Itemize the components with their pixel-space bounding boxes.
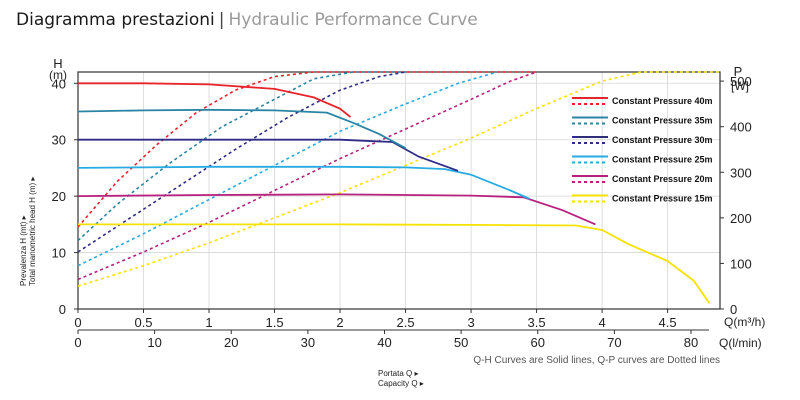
y-label-english: Total manometric head H (m) ▸ <box>28 177 37 286</box>
left-axis-unit: (m) <box>49 68 67 82</box>
qh-curve <box>78 82 352 118</box>
qm3h-tick-label: 3.5 <box>528 315 546 330</box>
qm3h-tick-label: 2.5 <box>397 315 415 330</box>
legend: Constant Pressure 40m Constant Pressure 3… <box>572 96 713 204</box>
legend-entry-label: Constant Pressure 15m <box>612 194 713 204</box>
right-tick-label: 0 <box>730 302 737 317</box>
right-tick-label: 300 <box>730 165 752 180</box>
x-label-italian: Portata Q ▸ <box>378 369 418 378</box>
legend-entry-label: Constant Pressure 30m <box>612 135 713 145</box>
plot-frame <box>77 71 721 310</box>
right-axis-unit: [W] <box>731 79 749 93</box>
lmin-tick-label: 60 <box>531 335 545 350</box>
legend-entry-label: Constant Pressure 20m <box>612 174 713 184</box>
qh-curve <box>77 193 596 226</box>
lmin-tick-label: 40 <box>377 335 391 350</box>
qm3h-tick-label: 1 <box>205 315 212 330</box>
x-label-english: Capacity Q ▸ <box>378 379 424 388</box>
lmin-tick-label: 20 <box>224 335 238 350</box>
title-main: Diagramma prestazioni <box>16 10 215 30</box>
qm3h-tick-label: 0.5 <box>134 315 152 330</box>
qh-curve <box>77 108 407 149</box>
legend-entry-label: Constant Pressure 40m <box>612 96 713 106</box>
lmin-tick-label: 70 <box>607 335 621 350</box>
qm3h-tick-label: 0 <box>74 315 81 330</box>
lmin-tick-label: 10 <box>147 335 161 350</box>
qp-curve <box>77 71 406 242</box>
title-separator: | <box>218 10 225 30</box>
lmin-tick-label: 30 <box>301 335 315 350</box>
left-tick-label: 10 <box>52 246 66 261</box>
title-sub: Hydraulic Performance Curve <box>228 10 478 30</box>
qm3h-tick-label: 3 <box>467 315 474 330</box>
qh-curve <box>77 165 531 200</box>
curve-type-note: Q-H Curves are Solid lines, Q-P curves a… <box>473 355 720 366</box>
right-tick-label: 100 <box>730 256 752 271</box>
right-tick-label: 500 <box>730 74 752 89</box>
chart-heading: Diagramma prestazioni | Hydraulic Performa… <box>16 10 478 30</box>
right-tick-label: 400 <box>730 120 752 135</box>
qp-curve <box>77 71 537 228</box>
legend-entry-label: Constant Pressure 25m <box>612 155 713 165</box>
grid <box>78 72 720 309</box>
qp-curve <box>77 71 537 281</box>
left-tick-label: 30 <box>52 133 66 148</box>
qm3h-tick-label: 2 <box>336 315 343 330</box>
x-bottom-unit: Q(l/min) <box>719 336 762 350</box>
left-tick-label: 20 <box>52 189 66 204</box>
right-tick-label: 200 <box>730 211 752 226</box>
qp-curve <box>77 71 498 267</box>
x-top-unit: Q(m³/h) <box>724 315 765 329</box>
right-axis-symbol: P <box>734 64 743 79</box>
left-tick-label: 0 <box>59 302 66 317</box>
qm3h-tick-label: 4.5 <box>659 315 677 330</box>
lmin-tick-label: 0 <box>74 335 81 350</box>
curves <box>77 71 720 304</box>
left-axis-symbol: H <box>53 56 62 71</box>
left-tick-label: 40 <box>52 76 66 91</box>
y-label-italian: Prevalenza H (mt) ▸ <box>19 215 28 286</box>
qh-curve <box>78 223 711 304</box>
legend-entry-label: Constant Pressure 35m <box>612 116 713 126</box>
qm3h-tick-label: 1.5 <box>265 315 283 330</box>
qp-curve <box>77 71 406 253</box>
qp-curve <box>77 71 720 287</box>
qh-curve <box>78 138 459 172</box>
lmin-tick-label: 80 <box>684 335 698 350</box>
lmin-tick-label: 50 <box>454 335 468 350</box>
qm3h-tick-label: 4 <box>598 315 605 330</box>
